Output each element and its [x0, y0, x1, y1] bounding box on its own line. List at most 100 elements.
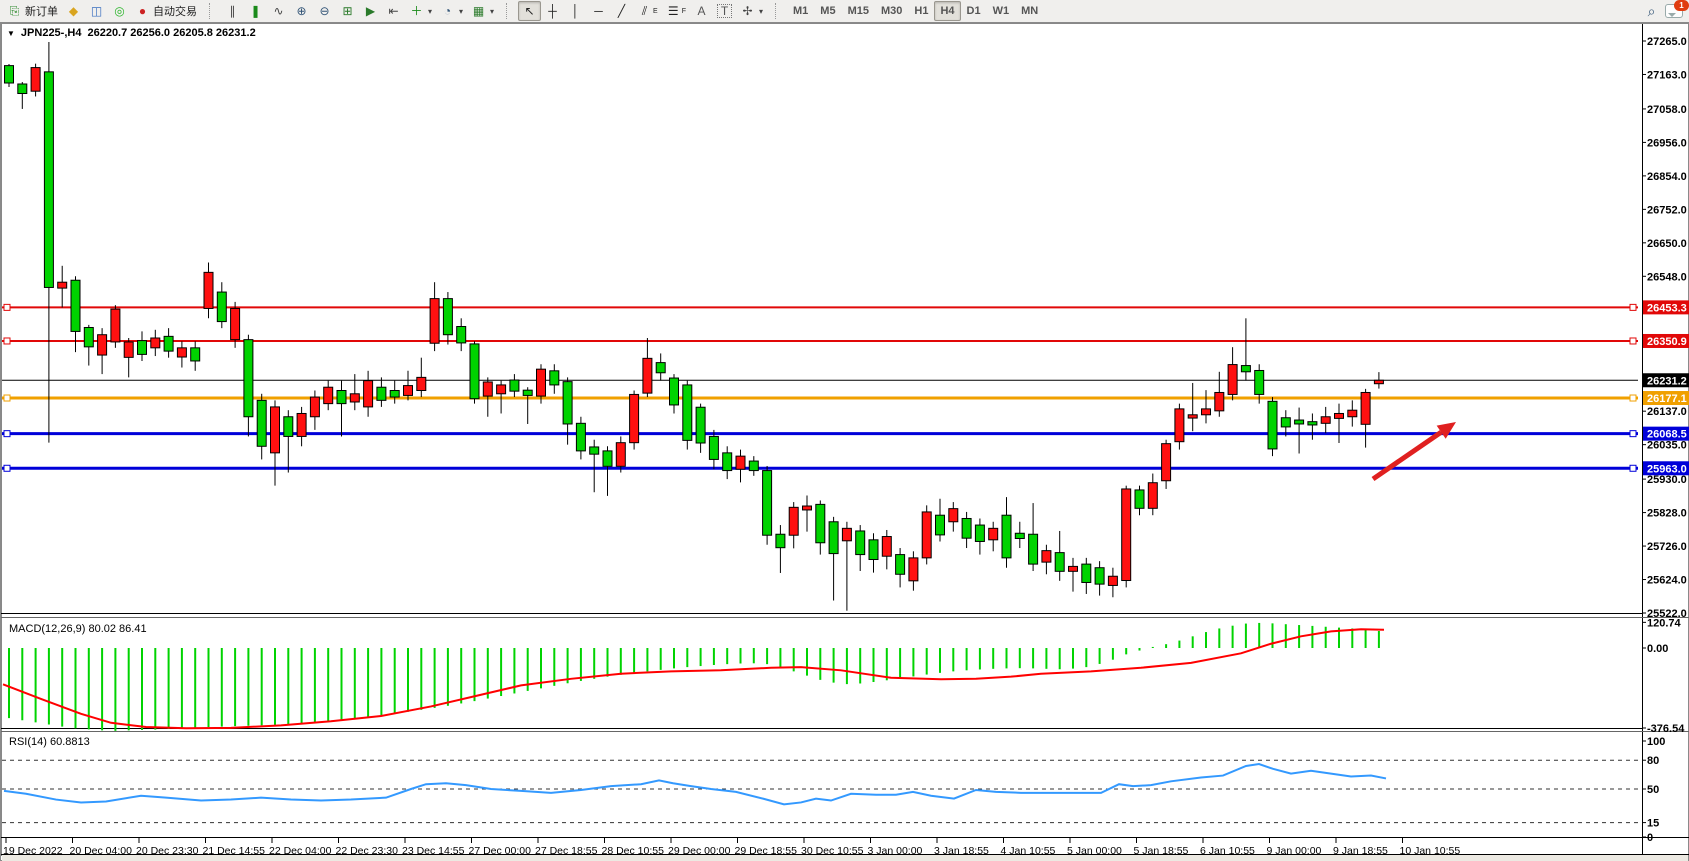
quotes-button[interactable]: ◆	[62, 1, 85, 21]
candle-body	[722, 452, 733, 472]
macd-axis-label: 120.74	[1647, 617, 1682, 629]
periods-button[interactable]: ◔ ▾	[436, 1, 467, 21]
templates-button[interactable]: ▦ ▾	[467, 1, 498, 21]
market-watch-button[interactable]: ◫	[85, 1, 108, 21]
time-tick-label: 6 Jan 10:55	[1200, 845, 1255, 857]
line-anchor-handle[interactable]	[1629, 337, 1637, 345]
time-tick-label: 29 Dec 18:55	[735, 845, 798, 857]
price-badge-label: 26177.1	[1647, 393, 1687, 405]
text-icon: A	[697, 3, 706, 18]
line-anchor-handle[interactable]	[3, 464, 11, 472]
timeframe-w1-button[interactable]: W1	[987, 1, 1016, 21]
line-anchor-handle[interactable]	[1629, 303, 1637, 311]
fibonacci-icon: ☰	[667, 3, 679, 18]
candle-body	[655, 362, 666, 374]
candle-body	[1214, 391, 1225, 412]
auto-scroll-button[interactable]: ▶	[359, 1, 382, 21]
price-tick-label: 26137.0	[1647, 406, 1687, 418]
candle-body	[70, 279, 81, 332]
timeframe-m15-button[interactable]: M15	[842, 1, 875, 21]
price-tick-label: 25726.0	[1647, 541, 1687, 553]
candle-body	[974, 524, 985, 542]
timeframe-d1-button[interactable]: D1	[961, 1, 987, 21]
chart-shift-button[interactable]: ⇤	[382, 1, 405, 21]
candle-body	[1227, 364, 1238, 395]
time-tick-label: 5 Jan 00:00	[1067, 845, 1122, 857]
line-anchor-handle[interactable]	[3, 430, 11, 438]
candle-body	[1174, 408, 1185, 443]
candle-body	[256, 399, 267, 447]
candlestick-chart-button[interactable]: ❚	[244, 1, 267, 21]
tile-windows-icon: ⊞	[342, 3, 353, 18]
trend-arrow-annotation[interactable]	[1371, 430, 1443, 482]
candle-body	[921, 511, 932, 559]
candle-body	[748, 460, 759, 472]
text-label-button[interactable]: T	[713, 1, 736, 21]
chart-window: ▼ JPN225-,H4 26220.7 26256.0 26205.8 262…	[0, 22, 1689, 861]
indicators-button[interactable]: ＋ ▾	[405, 1, 436, 21]
dropdown-caret-icon: ▾	[759, 6, 764, 16]
timeframe-m30-button[interactable]: M30	[875, 1, 908, 21]
arrows-button[interactable]: ✢ ▾	[736, 1, 767, 21]
candle-body	[1307, 421, 1318, 426]
timeframe-mn-button[interactable]: MN	[1015, 1, 1044, 21]
candle-body	[203, 271, 214, 309]
price-tick-label: 26035.0	[1647, 440, 1687, 452]
trendline-button[interactable]: ╱	[610, 1, 633, 21]
chart-title: ▼ JPN225-,H4 26220.7 26256.0 26205.8 262…	[7, 27, 256, 39]
trend-arrow-head[interactable]	[1436, 422, 1456, 439]
main-toolbar: ⎘ 新订单 ◆ ◫ ◎ ● 自动交易 ∥ ❚ ∿ ⊕ ⊖ ⊞ ▶ ⇤ ＋ ▾ ◔ ▾ ▦ ▾ ↖ ┼ │ ─ ╱ ⫽ E ☰ F A T ✢…	[0, 0, 1689, 23]
line-chart-button[interactable]: ∿	[267, 1, 290, 21]
line-anchor-handle[interactable]	[3, 394, 11, 402]
notification-badge: 1	[1674, 0, 1689, 11]
timeframe-m1-button-label: M1	[793, 5, 809, 17]
candle-body	[1081, 563, 1092, 583]
signal-button[interactable]: ◎	[108, 1, 131, 21]
text-button[interactable]: A	[690, 1, 713, 21]
candle-body	[97, 334, 108, 356]
line-anchor-handle[interactable]	[3, 337, 11, 345]
price-tick-label: 26752.0	[1647, 204, 1687, 216]
candle-body	[83, 326, 94, 348]
horizontal-line-button[interactable]: ─	[587, 1, 610, 21]
candle-body	[562, 381, 573, 425]
chat-bubble-icon[interactable]: 1	[1665, 0, 1689, 18]
autotrade-button[interactable]: ● 自动交易	[131, 1, 201, 21]
timeframe-m5-button[interactable]: M5	[814, 1, 841, 21]
zoom-out-button[interactable]: ⊖	[313, 1, 336, 21]
candle-body	[695, 406, 706, 444]
candle-body	[176, 347, 187, 358]
candle-body	[589, 446, 600, 455]
line-anchor-handle[interactable]	[1629, 430, 1637, 438]
candle-body	[336, 390, 347, 405]
zoom-in-button[interactable]: ⊕	[290, 1, 313, 21]
crosshair-button[interactable]: ┼	[541, 1, 564, 21]
chart-dropdown-icon[interactable]: ▼	[7, 28, 15, 38]
candle-body	[815, 503, 826, 544]
search-icon[interactable]: ⌕	[1647, 2, 1656, 19]
vertical-line-button[interactable]: │	[564, 1, 587, 21]
candle-body	[642, 357, 653, 394]
crosshair-icon: ┼	[548, 3, 557, 18]
channel-button[interactable]: ⫽ E	[633, 1, 662, 21]
autotrade-button-label: 自动交易	[153, 6, 197, 18]
bar-chart-button[interactable]: ∥	[221, 1, 244, 21]
new-order-button[interactable]: ⎘ 新订单	[3, 1, 62, 21]
line-anchor-handle[interactable]	[1629, 464, 1637, 472]
toolbar-separator	[209, 3, 215, 19]
cursor-button[interactable]: ↖	[518, 1, 542, 21]
line-anchor-handle[interactable]	[1629, 394, 1637, 402]
rsi-axis-label: 80	[1647, 755, 1659, 767]
horizontal-line-icon: ─	[594, 3, 603, 18]
timeframe-h4-button[interactable]: H4	[934, 1, 961, 21]
rsi-axis-label: 50	[1647, 784, 1659, 796]
line-anchor-handle[interactable]	[3, 303, 11, 311]
timeframe-mn-button-label: MN	[1021, 5, 1039, 17]
timeframe-h1-button[interactable]: H1	[908, 1, 934, 21]
tile-windows-button[interactable]: ⊞	[336, 1, 359, 21]
candle-body	[828, 521, 839, 555]
fibonacci-button[interactable]: ☰ F	[662, 1, 690, 21]
candle-body	[1014, 532, 1025, 540]
price-badge-label: 26068.5	[1647, 429, 1687, 441]
timeframe-m1-button[interactable]: M1	[787, 1, 814, 21]
